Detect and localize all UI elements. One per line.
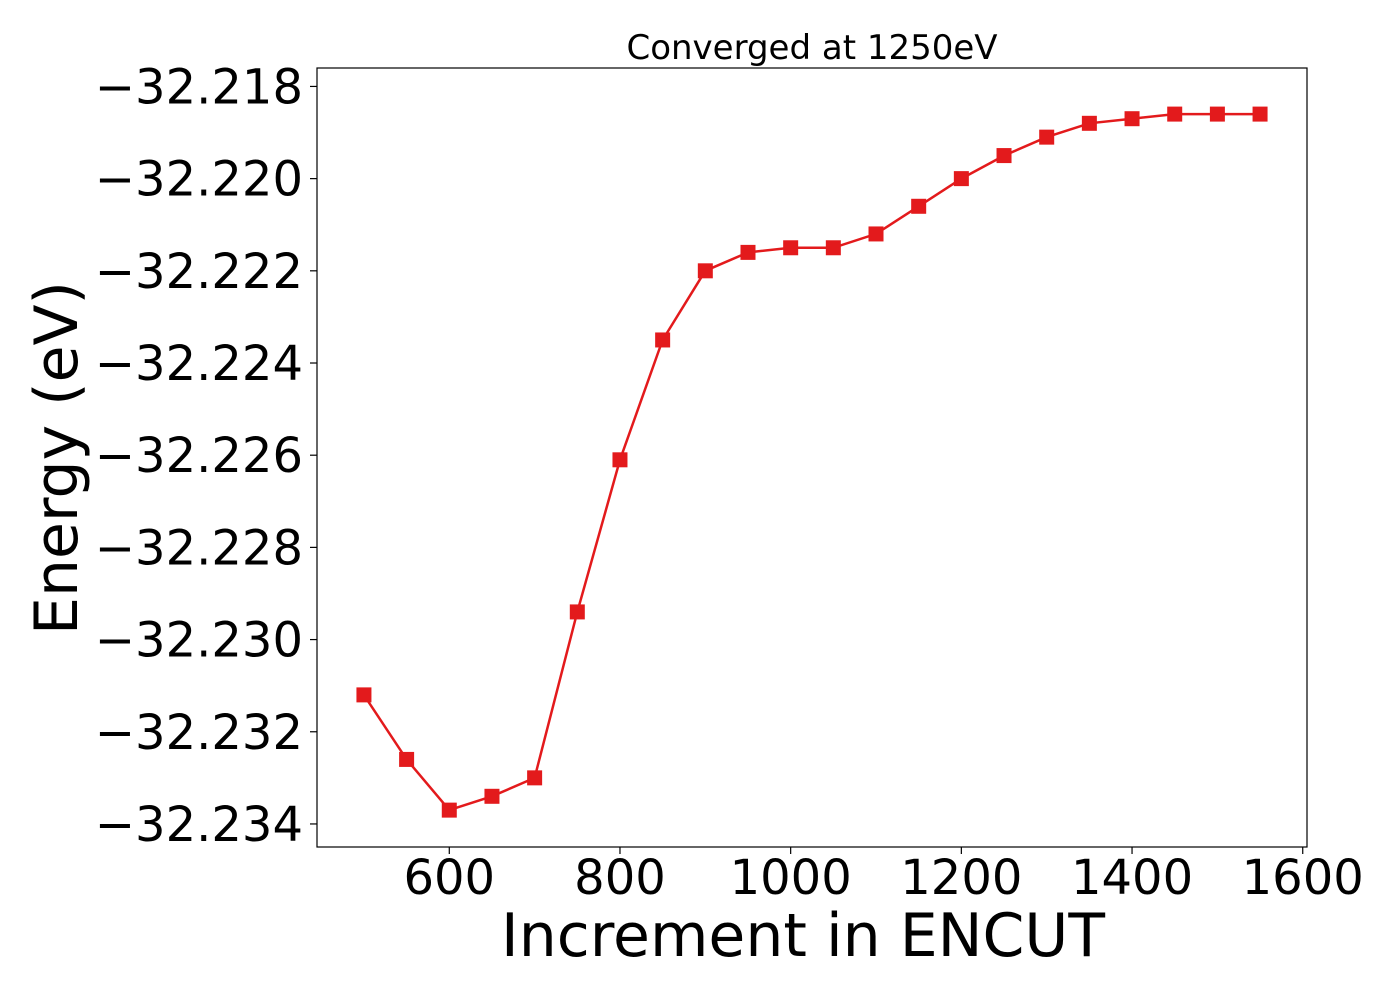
data-point [911, 198, 927, 214]
data-point [740, 244, 756, 260]
series-line [362, 112, 1261, 812]
data-point [441, 802, 457, 818]
y-axis-label: Energy (eV) [22, 281, 92, 635]
data-point [996, 148, 1012, 164]
data-point [612, 452, 628, 468]
data-point [697, 263, 713, 279]
series-group [356, 106, 1268, 818]
data-point [783, 240, 799, 256]
data-point [825, 240, 841, 256]
data-point [484, 788, 500, 804]
y-tick-label: −32.232 [95, 705, 303, 761]
data-point [655, 332, 671, 348]
data-point [1167, 106, 1183, 122]
x-tick-label: 1200 [900, 850, 1022, 906]
data-point [868, 226, 884, 242]
y-tick-label: −32.230 [95, 613, 303, 669]
data-point [1039, 129, 1055, 145]
x-tick-label: 1000 [730, 850, 852, 906]
plot-area: 600 800 1000 1200 1400 1600 −32.234−32.232−32… [95, 59, 1364, 906]
y-tick-label: −32.220 [95, 152, 303, 208]
x-tick-label: 800 [574, 850, 666, 906]
data-point [569, 604, 585, 620]
x-tick-label: 1600 [1242, 850, 1364, 906]
y-tick-label: −32.226 [95, 428, 303, 484]
y-tick-label: −32.228 [95, 520, 303, 576]
data-point [356, 687, 372, 703]
data-point [1209, 106, 1225, 122]
data-point [953, 171, 969, 187]
x-tick-label: 600 [403, 850, 495, 906]
data-point [1252, 106, 1268, 122]
plot-frame [316, 67, 1308, 848]
y-tick-label: −32.234 [95, 797, 303, 853]
data-point [527, 770, 543, 786]
x-tick-label: 1400 [1071, 850, 1193, 906]
x-axis-ticks: 600 800 1000 1200 1400 1600 [403, 847, 1364, 906]
y-tick-label: −32.222 [95, 244, 303, 300]
data-point [1081, 115, 1097, 131]
y-axis-ticks: −32.234 −32.232 −32.230 −32.228 −32.226 −32.2… [95, 59, 317, 853]
y-tick-label: −32.224 [95, 336, 303, 392]
x-axis-label: Increment in ENCUT [501, 901, 1105, 971]
y-tick-label: −32.218 [95, 59, 303, 115]
data-point [1124, 111, 1140, 127]
chart-title: Converged at 1250eV [626, 28, 997, 68]
data-point [399, 751, 415, 767]
